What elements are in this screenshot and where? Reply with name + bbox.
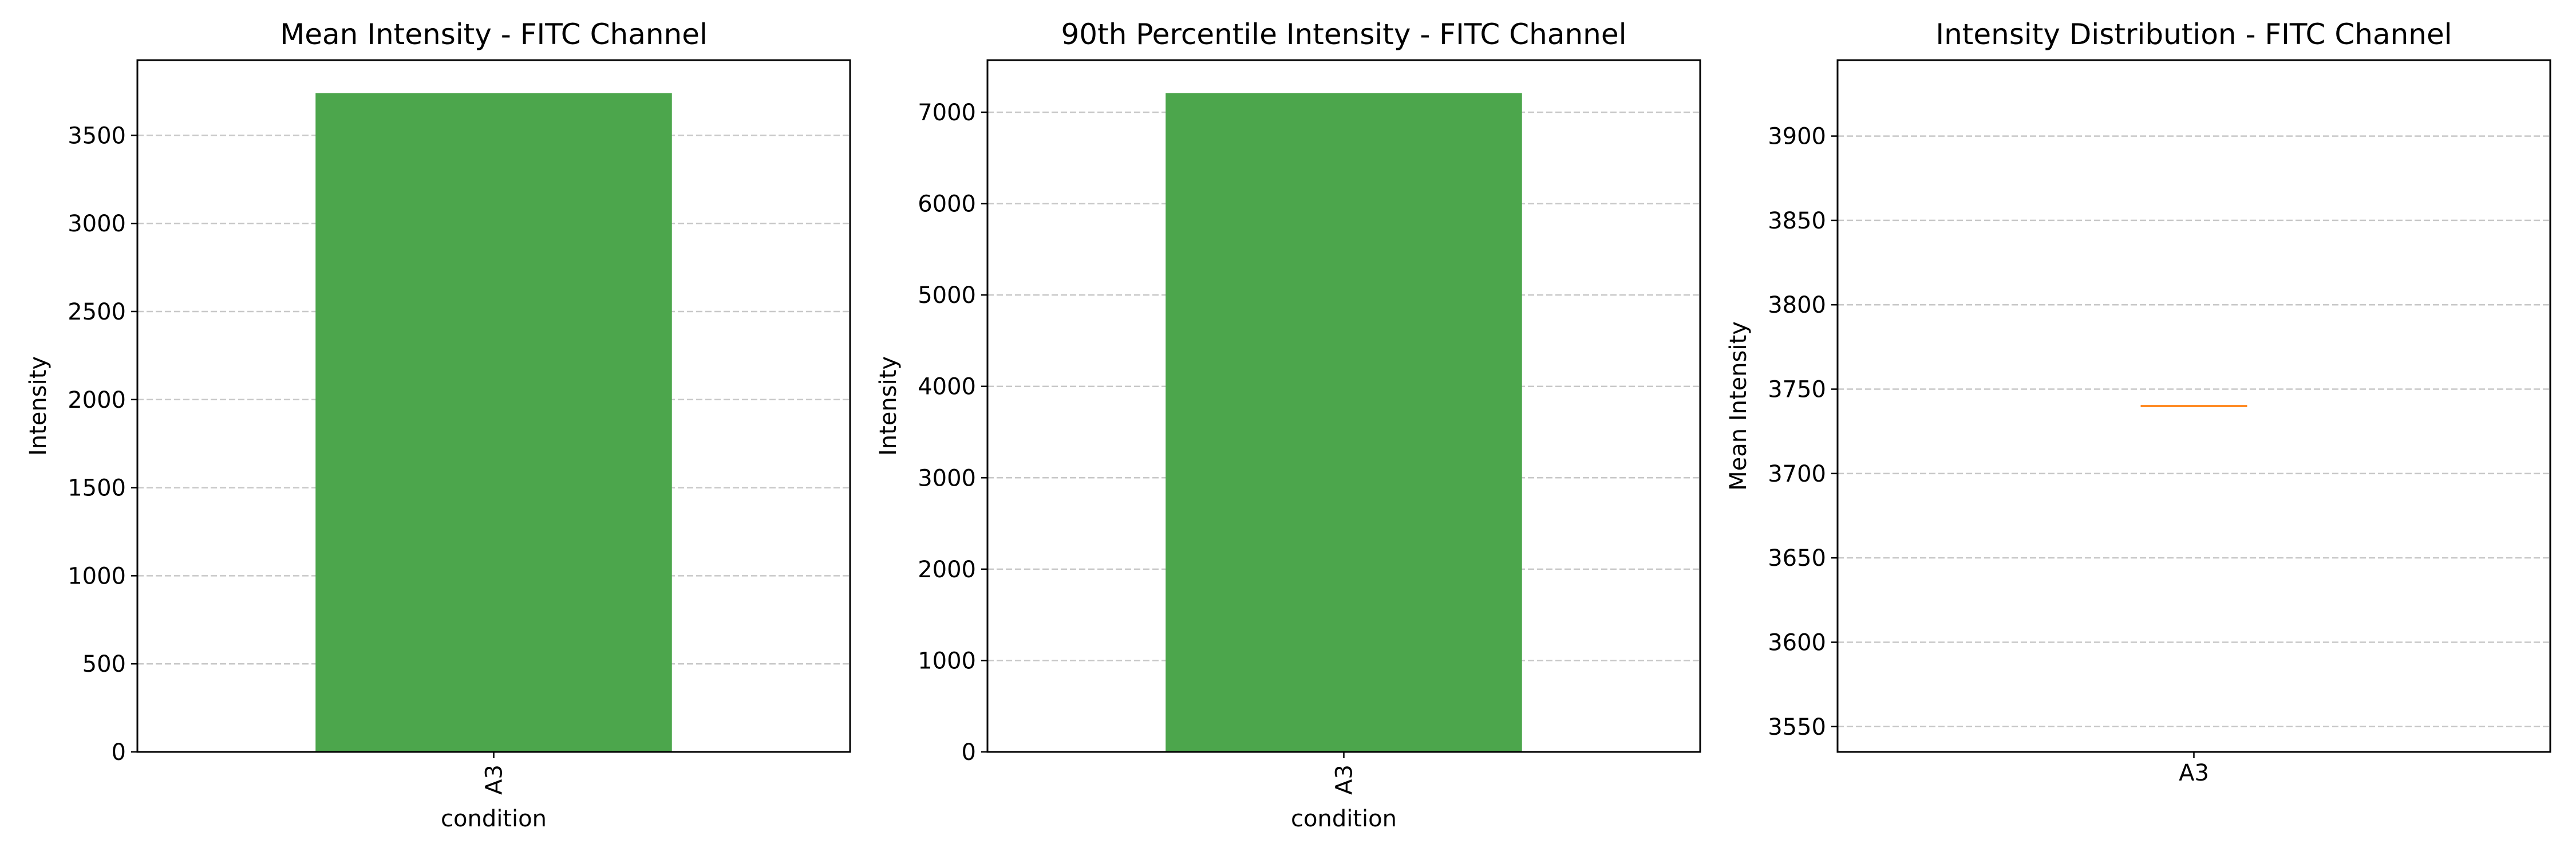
y-tick-label: 7000	[918, 100, 976, 126]
y-tick-label: 3600	[1768, 629, 1826, 656]
x-axis-label: condition	[441, 806, 547, 832]
chart-panel-90th-percentile: 0 1000 2000 3000 4000 5000 6000 7000 A3 90th Pe…	[875, 18, 1701, 832]
bar	[315, 93, 672, 752]
y-axis-ticks: 3550 3600 3650 3700 3750 3800 3850 3900	[1768, 124, 1838, 740]
y-tick-label: 3000	[68, 211, 126, 237]
x-tick-label: A3	[481, 765, 508, 795]
y-tick-label: 0	[962, 739, 976, 766]
x-axis-ticks: A3	[481, 752, 508, 795]
y-tick-label: 3500	[68, 123, 126, 149]
y-tick-label: 2000	[68, 387, 126, 413]
y-tick-label: 1000	[68, 563, 126, 589]
y-tick-label: 3750	[1768, 377, 1826, 403]
bar-series	[1165, 93, 1522, 752]
chart-panel-intensity-distribution: 3550 3600 3650 3700 3750 3800 3850 3900 A3 Inte…	[1725, 18, 2551, 786]
y-tick-label: 3000	[918, 465, 976, 491]
y-axis-ticks: 0 1000 2000 3000 4000 5000 6000 7000	[918, 100, 987, 766]
bar	[1165, 93, 1522, 752]
x-tick-label: A3	[2179, 760, 2209, 786]
y-tick-label: 5000	[918, 282, 976, 309]
y-tick-label: 3850	[1768, 208, 1826, 234]
y-axis-ticks: 0 500 1000 1500 2000 2500 3000 3500	[68, 123, 137, 766]
y-tick-label: 1500	[68, 475, 126, 502]
x-axis-ticks: A3	[2179, 752, 2209, 786]
y-tick-label: 4000	[918, 374, 976, 400]
y-tick-label: 3900	[1768, 124, 1826, 150]
y-tick-label: 0	[112, 739, 126, 766]
y-tick-label: 2000	[918, 557, 976, 583]
y-axis-label: Mean Intensity	[1725, 321, 1752, 491]
y-axis-label: Intensity	[25, 356, 52, 456]
chart-title: 90th Percentile Intensity - FITC Channel	[1061, 18, 1626, 51]
bar-series	[315, 93, 672, 752]
y-tick-label: 500	[82, 651, 126, 677]
y-tick-label: 6000	[918, 191, 976, 218]
y-tick-label: 3800	[1768, 292, 1826, 318]
x-axis-label: condition	[1291, 806, 1397, 832]
chart-panel-mean-intensity: 0 500 1000 1500 2000 2500 3000 3500 A3 Mean Int…	[25, 18, 851, 832]
chart-title: Intensity Distribution - FITC Channel	[1935, 18, 2452, 51]
y-tick-label: 3700	[1768, 461, 1826, 487]
chart-title: Mean Intensity - FITC Channel	[280, 18, 708, 51]
x-axis-ticks: A3	[1332, 752, 1358, 795]
y-tick-label: 2500	[68, 299, 126, 325]
y-axis-label: Intensity	[875, 356, 902, 456]
x-tick-label: A3	[1332, 765, 1358, 795]
y-tick-label: 3650	[1768, 545, 1826, 572]
y-tick-label: 3550	[1768, 714, 1826, 740]
y-tick-label: 1000	[918, 648, 976, 674]
